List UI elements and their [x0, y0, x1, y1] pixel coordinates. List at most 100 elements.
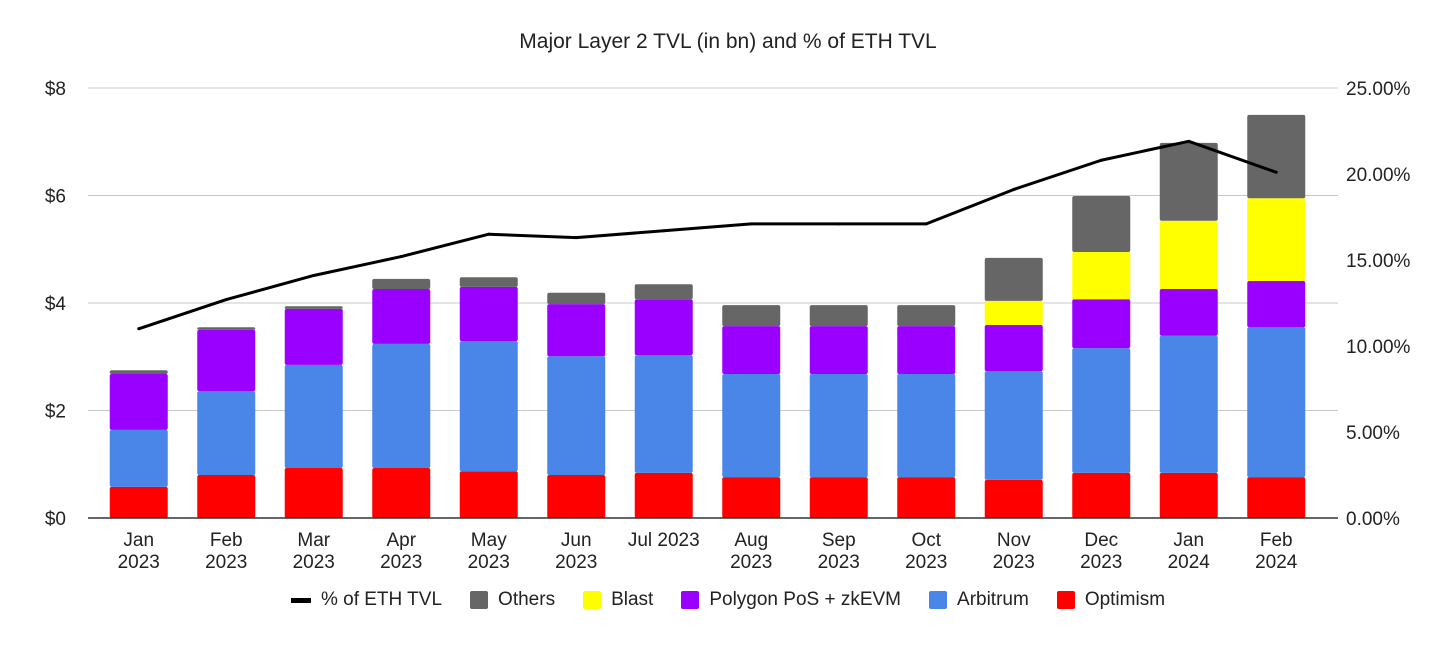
bar-optimism	[897, 477, 956, 518]
legend-item: Optimism	[1056, 589, 1166, 611]
x-tick-label: 2024	[1255, 552, 1298, 573]
bar-arbitrum	[984, 371, 1043, 480]
x-tick-label: 2023	[730, 552, 772, 573]
bar-optimism	[984, 479, 1043, 518]
bar-others	[634, 284, 693, 300]
y2-tick-label: 10.00%	[1346, 337, 1411, 358]
bar-polygon-pos-zkevm	[634, 299, 693, 356]
x-tick-label: Nov	[997, 530, 1031, 551]
y2-tick-label: 20.00%	[1346, 165, 1411, 186]
x-tick-label: 2024	[1168, 552, 1211, 573]
x-tick-label: 2023	[993, 552, 1035, 573]
legend-label: Optimism	[1084, 589, 1166, 610]
x-tick-label: 2023	[293, 552, 335, 573]
bar-optimism	[372, 468, 431, 518]
line-point	[574, 236, 578, 240]
bar-polygon-pos-zkevm	[547, 304, 606, 357]
y-tick-label: $0	[45, 509, 66, 530]
bar-optimism	[722, 477, 781, 518]
legend-label: Arbitrum	[957, 589, 1029, 610]
bar-polygon-pos-zkevm	[1247, 280, 1306, 328]
bar-optimism	[284, 468, 343, 518]
bar-arbitrum	[809, 373, 868, 478]
bar-blast	[1072, 251, 1131, 300]
x-tick-label: Oct	[911, 530, 941, 551]
line-point	[924, 222, 928, 226]
y-tick-label: $6	[45, 187, 66, 208]
line-point	[312, 273, 316, 277]
bar-others	[284, 306, 343, 309]
bar-arbitrum	[197, 391, 256, 475]
line-point	[1099, 158, 1103, 162]
bar-polygon-pos-zkevm	[1072, 299, 1131, 349]
x-tick-label: 2023	[205, 552, 247, 573]
bar-optimism	[459, 471, 518, 518]
line-point	[1187, 139, 1191, 143]
legend: % of ETH TVL Others Blast Polygon PoS + zkE…	[0, 589, 1456, 611]
y2-tick-label: 15.00%	[1346, 251, 1411, 272]
bar-optimism	[547, 475, 606, 518]
x-tick-label: Aug	[734, 530, 768, 551]
legend-label: Polygon PoS + zkEVM	[709, 589, 902, 610]
x-tick-label: 2023	[468, 552, 510, 573]
legend-swatch	[929, 591, 948, 609]
bar-arbitrum	[1247, 327, 1306, 478]
x-tick-label: Jun	[561, 530, 592, 551]
legend-line-swatch	[290, 597, 311, 603]
legend-item: % of ETH TVL	[290, 589, 442, 611]
x-tick-label: Sep	[822, 530, 856, 551]
bar-others	[372, 278, 431, 290]
x-tick-label: Jul 2023	[628, 530, 700, 551]
bar-polygon-pos-zkevm	[1159, 289, 1218, 336]
bar-others	[1072, 196, 1131, 252]
bar-optimism	[809, 477, 868, 518]
legend-swatch	[681, 591, 700, 609]
bar-arbitrum	[547, 356, 606, 475]
bar-others	[809, 305, 868, 327]
line-point	[837, 222, 841, 226]
bar-arbitrum	[634, 355, 693, 473]
bar-optimism	[1159, 472, 1218, 518]
bar-arbitrum	[109, 429, 168, 487]
x-tick-label: Jan	[123, 530, 154, 551]
bar-others	[984, 257, 1043, 301]
bar-blast	[984, 300, 1043, 326]
bar-others	[897, 305, 956, 327]
bar-arbitrum	[1072, 348, 1131, 473]
x-tick-label: Jan	[1173, 530, 1204, 551]
legend-item: Arbitrum	[929, 589, 1029, 611]
bar-polygon-pos-zkevm	[284, 308, 343, 365]
bar-blast	[1247, 198, 1306, 281]
x-tick-label: 2023	[818, 552, 860, 573]
y2-tick-label: 25.00%	[1346, 79, 1411, 100]
bar-others	[547, 292, 606, 305]
bar-optimism	[109, 486, 168, 518]
line-point	[399, 255, 403, 259]
bar-blast	[1159, 220, 1218, 290]
bar-arbitrum	[1159, 335, 1218, 473]
bar-optimism	[634, 472, 693, 518]
bar-others	[1159, 142, 1218, 221]
bar-polygon-pos-zkevm	[722, 326, 781, 374]
legend-swatch	[1056, 591, 1075, 609]
line-point	[137, 327, 141, 331]
x-tick-label: Apr	[386, 530, 416, 551]
x-tick-label: 2023	[118, 552, 160, 573]
legend-swatch	[583, 591, 602, 609]
y-tick-label: $2	[45, 402, 66, 423]
x-tick-label: 2023	[380, 552, 422, 573]
x-tick-label: Feb	[210, 530, 243, 551]
bar-polygon-pos-zkevm	[372, 289, 431, 344]
bar-arbitrum	[722, 373, 781, 478]
bar-polygon-pos-zkevm	[109, 373, 168, 430]
bar-polygon-pos-zkevm	[897, 326, 956, 374]
x-tick-label: 2023	[1080, 552, 1122, 573]
bar-optimism	[197, 475, 256, 518]
bar-others	[722, 305, 781, 327]
line-pct-eth-tvl	[138, 139, 1277, 331]
bar-optimism	[1072, 472, 1131, 518]
bar-others	[459, 277, 518, 287]
bar-arbitrum	[897, 373, 956, 478]
x-tick-label: May	[471, 530, 507, 551]
